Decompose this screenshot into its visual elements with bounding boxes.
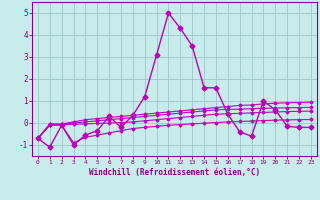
- X-axis label: Windchill (Refroidissement éolien,°C): Windchill (Refroidissement éolien,°C): [89, 168, 260, 177]
